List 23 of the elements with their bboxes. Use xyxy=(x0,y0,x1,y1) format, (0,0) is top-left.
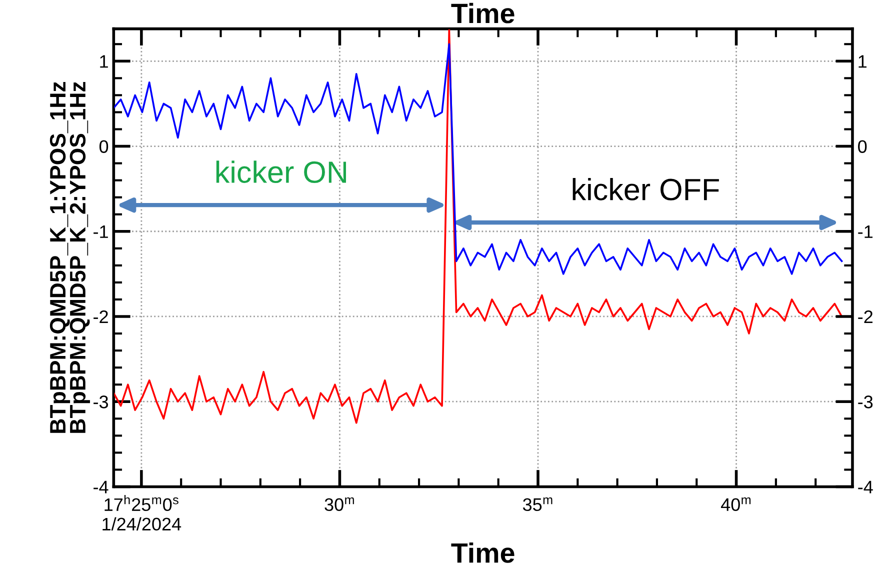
annotation: kicker ON xyxy=(216,160,346,184)
annotation: kicker OFF xyxy=(572,178,719,200)
chart-title: Time xyxy=(451,2,514,24)
x-tick-label: 17$^{h}$25$^{m}$0$^{s}$ 1/24/2024 xyxy=(102,495,182,531)
y-tick-label: -4 xyxy=(94,480,108,494)
x-axis-title: Time xyxy=(451,542,514,563)
y2-tick-label: 1 xyxy=(858,55,866,68)
x-tick-label: 35$^{m}$ xyxy=(522,497,552,512)
y2-tick-label: -2 xyxy=(858,310,872,324)
line-series xyxy=(114,43,843,275)
y-tick-label: -3 xyxy=(94,396,108,408)
y-tick-label: 1 xyxy=(100,55,108,68)
y2-tick-label: -1 xyxy=(858,225,873,238)
y2-tick-label: -4 xyxy=(858,480,873,494)
x-tick-label: 30$^{m}$ xyxy=(324,497,354,512)
y2-tick-label: 0 xyxy=(858,140,867,153)
y-tick-label: -1 xyxy=(94,225,108,238)
y2-tick-label: -3 xyxy=(858,396,873,408)
y-axis-title: BTpBPM:QMD5P_K_1:YPOS_1Hz BTpBPM:QMD5P_K_2:YPOS_1Hz xyxy=(50,82,90,433)
y-tick-label: 0 xyxy=(99,140,108,153)
line-series xyxy=(114,28,843,424)
x-tick-label: 40$^{m}$ xyxy=(720,497,751,512)
y-tick-label: -2 xyxy=(94,310,108,324)
